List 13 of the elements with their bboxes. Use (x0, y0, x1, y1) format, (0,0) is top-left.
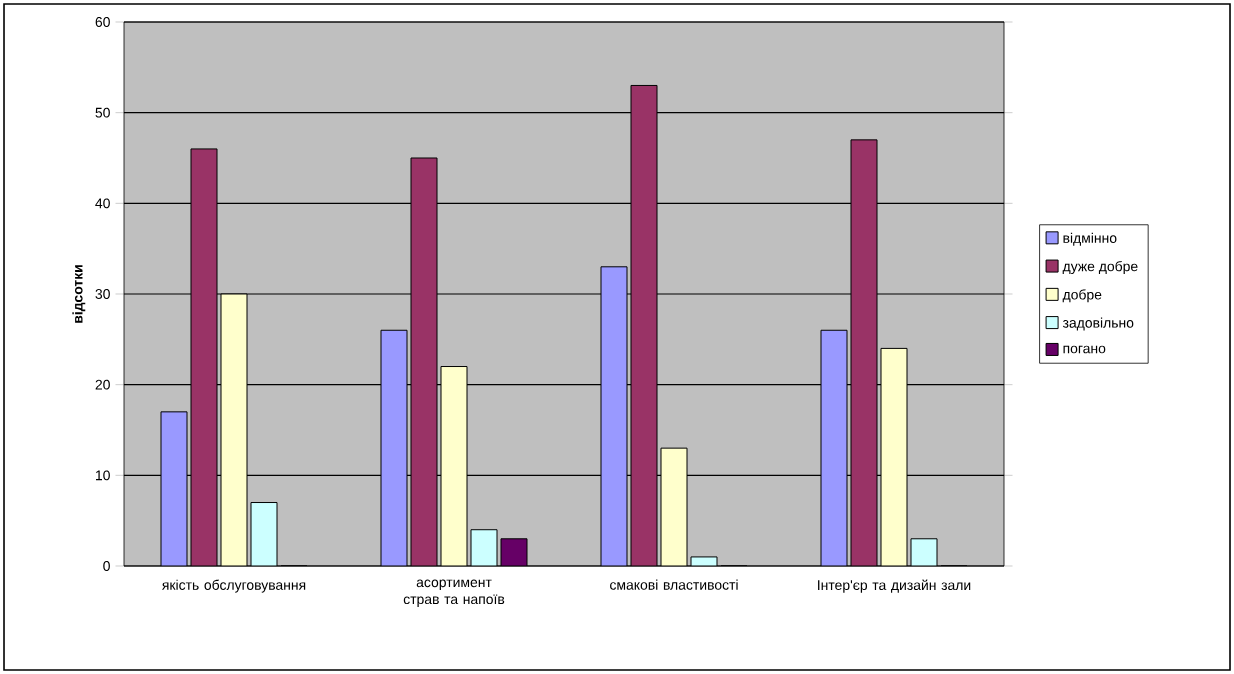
bar (850, 139, 878, 566)
bar (250, 502, 278, 566)
bar (820, 329, 848, 566)
bar (410, 157, 438, 566)
bar (630, 84, 658, 566)
bar (380, 329, 408, 566)
bar (660, 447, 688, 566)
bar (600, 266, 628, 566)
bar (880, 347, 908, 566)
bar (160, 411, 188, 566)
bar (190, 148, 218, 566)
bar (220, 293, 248, 566)
bar (440, 366, 468, 566)
